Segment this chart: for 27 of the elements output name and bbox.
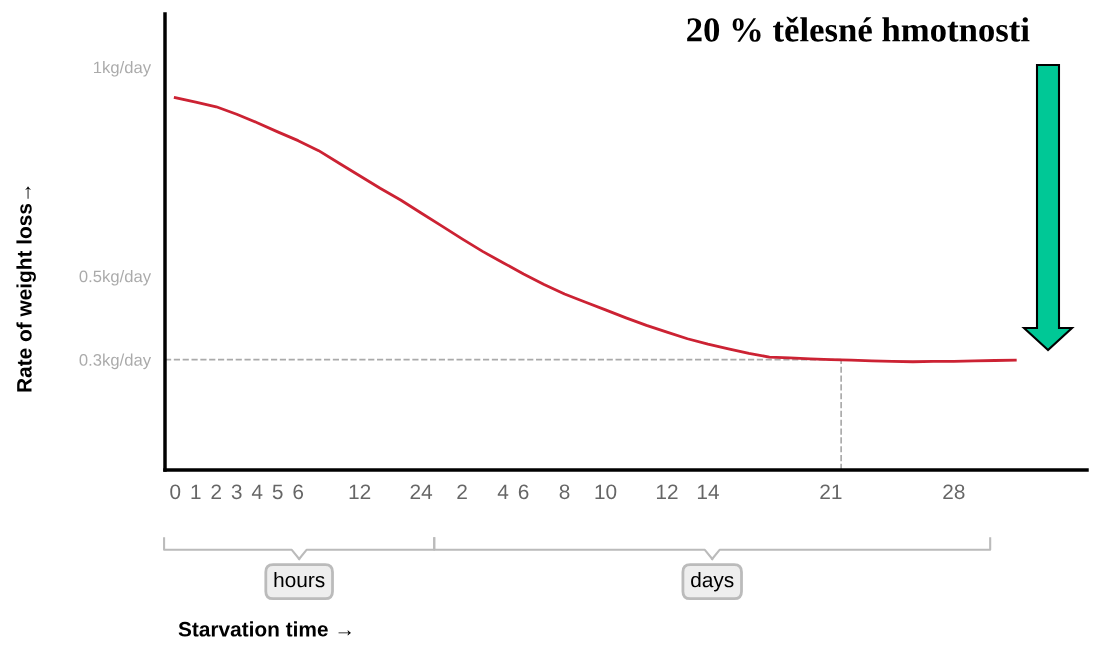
x-tick-label: 14 [697, 484, 719, 499]
x-tick-label: 0 [170, 484, 181, 500]
y-tick-label: 1kg/day [94, 61, 152, 77]
text: hours [274, 572, 325, 588]
x-tick-label: 10 [595, 484, 617, 500]
x-tick-label: 6 [518, 484, 529, 500]
x-tick-label: 5 [272, 484, 283, 500]
x-tick-label: 4 [251, 484, 263, 499]
x-tick-label: 4 [497, 484, 509, 499]
line-series [173, 96, 1017, 364]
x-tick-label: 6 [293, 484, 304, 500]
y-tick-label: 0.5kg/day [79, 270, 152, 286]
x-tick-label: 2 [211, 484, 221, 499]
y-axis-title: Rate of weight loss→ [16, 186, 36, 392]
x-tick-label: 24 [410, 484, 433, 499]
x-tick-label: 28 [943, 484, 965, 500]
x-tick-label: 21 [820, 484, 842, 499]
x-tick-label: 2 [457, 484, 467, 499]
text: days [691, 572, 734, 592]
x-tick-label: 12 [349, 484, 371, 499]
x-tick-label: 3 [231, 484, 242, 500]
x-tick-label: 1 [191, 484, 201, 499]
text: Starvation time → [178, 621, 351, 637]
chart-title: 20 % tělesné hmotnosti [687, 16, 1030, 42]
y-tick-label: 0.3kg/day [79, 353, 152, 370]
x-tick-label: 12 [656, 484, 678, 499]
x-tick-label: 8 [559, 484, 570, 500]
